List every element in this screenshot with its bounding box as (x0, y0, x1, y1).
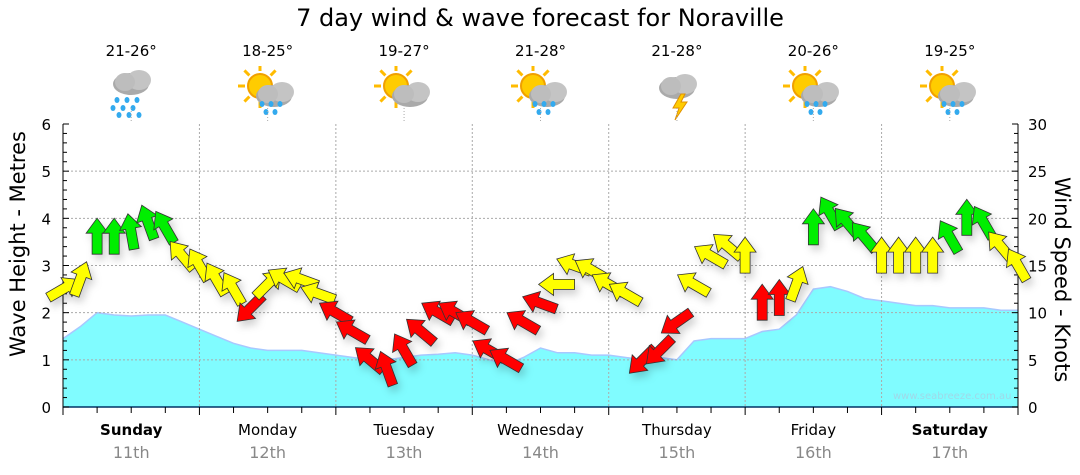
wind-arrow (608, 281, 644, 308)
y-tick-label-right: 0 (1028, 399, 1038, 417)
day-temperature-range: 19-25° (924, 42, 976, 60)
x-date-label: 14th (522, 443, 559, 462)
watermark: www.seabreeze.com.au (893, 391, 1012, 402)
wind-arrow (920, 236, 945, 274)
y-tick-label-left: 3 (41, 258, 51, 276)
wind-arrow (693, 244, 729, 270)
x-day-label: Friday (790, 421, 837, 439)
y-axis-title-left: Wave Height - Metres (6, 131, 30, 357)
wind-arrow (455, 310, 491, 336)
sun-cloud-rain-icon (919, 64, 980, 122)
x-date-label: 12th (249, 443, 287, 462)
wind-arrow (221, 272, 247, 307)
x-date-label: 16th (794, 443, 832, 462)
y-tick-label-left: 4 (41, 210, 51, 228)
wind-arrows (45, 196, 1032, 388)
y-axis-title-right: Wind Speed - Knots (1050, 177, 1074, 383)
wind-arrow (733, 236, 757, 274)
day-temperature-range: 21-28° (651, 42, 703, 60)
y-tick-label-left: 1 (41, 352, 51, 370)
day-temperature-range: 20-26° (787, 42, 839, 60)
wind-arrow (645, 334, 677, 365)
y-tick-label-left: 6 (41, 116, 51, 134)
chart-title: 7 day wind & wave forecast for Noraville (296, 4, 784, 32)
wind-arrow (750, 283, 774, 321)
x-day-label: Tuesday (373, 421, 435, 439)
y-tick-label-right: 5 (1028, 352, 1038, 370)
cloud-lightning-icon (647, 66, 707, 122)
wind-arrow (406, 318, 438, 347)
sun-cloud-rain-icon (237, 64, 298, 122)
wind-arrow (69, 261, 93, 298)
wind-arrow (886, 236, 911, 274)
wave-height-area (63, 286, 1018, 407)
y-tick-label-right: 25 (1028, 163, 1047, 181)
wind-arrow (537, 272, 575, 297)
wind-arrow (392, 333, 418, 369)
x-date-label: 15th (658, 443, 696, 462)
rain-cloud-icon (101, 66, 161, 122)
wind-arrow (506, 310, 542, 336)
wind-arrow (335, 319, 371, 345)
wind-arrow (374, 350, 399, 388)
y-tick-label-left: 5 (41, 163, 51, 181)
wave-height-line (62, 285, 1018, 366)
x-day-label: Thursday (642, 421, 712, 439)
wind-arrow (903, 236, 928, 274)
wind-arrow (1005, 248, 1032, 284)
sun-cloud-rain-icon (510, 64, 571, 122)
sun-cloud-icon (374, 64, 434, 122)
wind-arrow (300, 281, 337, 305)
wind-arrow (801, 208, 826, 246)
wind-arrow (660, 307, 695, 334)
wind-arrow (45, 277, 81, 303)
x-day-label: Sunday (100, 421, 163, 439)
x-day-label: Monday (238, 421, 298, 439)
day-temperature-range: 18-25° (242, 42, 294, 60)
wind-arrow (118, 213, 143, 251)
wind-arrow (785, 265, 809, 303)
x-date-label: 17th (931, 443, 969, 462)
x-date-label: 13th (385, 443, 423, 462)
wind-arrow (522, 290, 559, 315)
day-temperature-range: 21-28° (514, 42, 567, 60)
wind-arrow (937, 220, 964, 255)
y-tick-label-right: 15 (1028, 258, 1047, 276)
y-tick-label-left: 0 (41, 399, 51, 417)
x-day-label: Saturday (911, 421, 988, 439)
y-tick-label-right: 10 (1028, 305, 1047, 323)
wind-arrow (676, 272, 712, 298)
x-day-label: Wednesday (497, 421, 584, 439)
wind-arrow (489, 347, 525, 374)
y-tick-label-left: 2 (41, 305, 51, 323)
y-tick-label-right: 30 (1028, 116, 1047, 134)
sun-cloud-rain-icon (783, 64, 843, 122)
day-temperature-range: 19-27° (378, 42, 430, 60)
wind-arrow (102, 217, 126, 255)
x-date-label: 11th (112, 443, 150, 462)
wind-arrow (85, 217, 109, 255)
day-temperature-range: 21-26° (105, 42, 157, 60)
y-tick-label-right: 20 (1028, 210, 1047, 228)
